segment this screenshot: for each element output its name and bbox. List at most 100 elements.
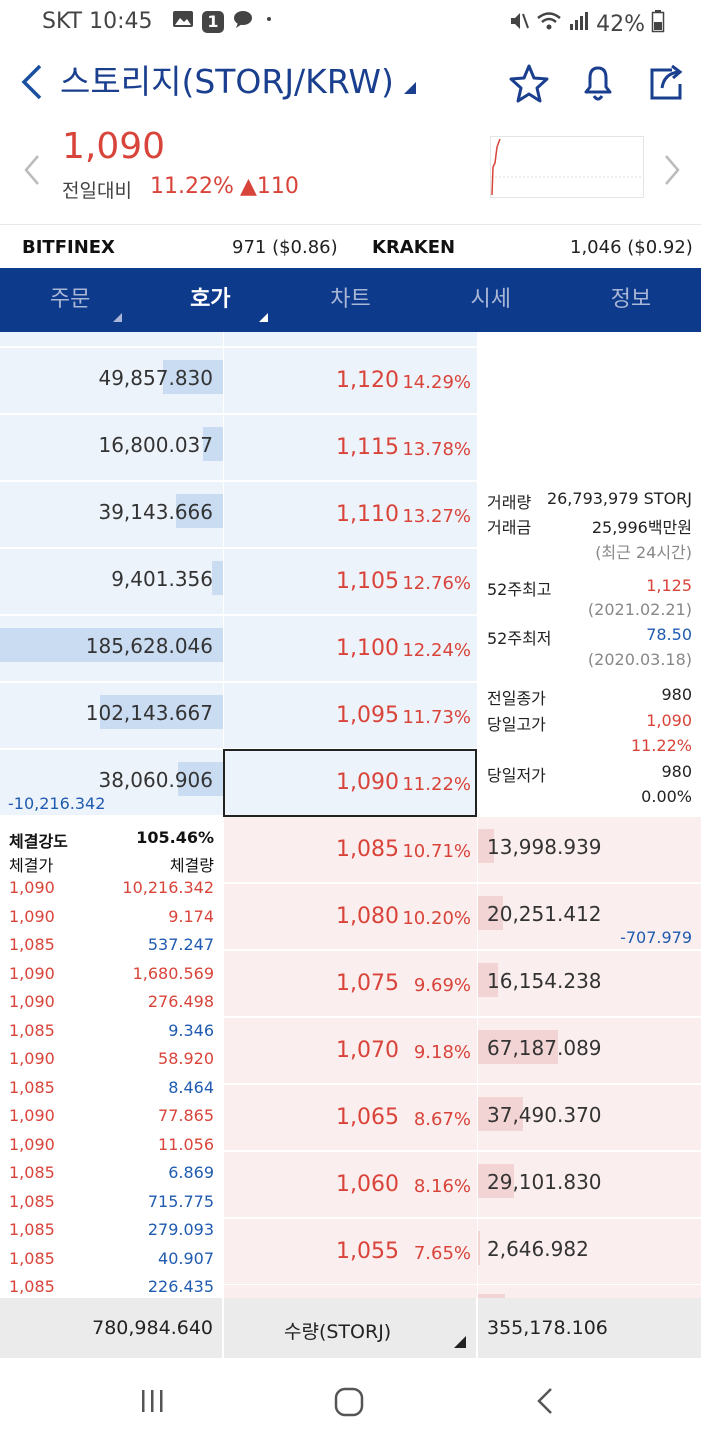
ask-row[interactable]: 16,800.037 1,115 13.78% [0, 414, 701, 481]
ask-volume-bar [100, 695, 223, 729]
trade-price: 1,090 [9, 1134, 55, 1154]
ask-price: 1,115 [336, 435, 399, 460]
foreign-exchange-prices: BITFINEX 971 ($0.86) KRAKEN 1,046 ($0.92… [0, 224, 701, 268]
bid-quantity: 29,101.830 [487, 1170, 602, 1194]
dot-icon [262, 9, 276, 35]
exchange-price: 1,046 ($0.92) [570, 237, 693, 258]
ask-percent: 11.22% [402, 774, 471, 795]
notification-count-badge: 1 [202, 11, 224, 33]
ask-row[interactable]: 49,857.830 1,120 14.29% [0, 347, 701, 414]
bid-price: 1,075 [336, 971, 399, 996]
tab-orderbook[interactable]: 호가 [140, 268, 280, 332]
bid-row[interactable]: 1,055 7.65% 2,646.982 [0, 1218, 701, 1285]
trade-price: 1,085 [9, 1163, 55, 1182]
trade-row: 1,090 77.865 [0, 1104, 223, 1132]
trade-volume: 537.247 [147, 935, 214, 954]
ask-percent: 12.24% [402, 640, 471, 661]
trade-volume: 9.346 [168, 1020, 214, 1040]
trade-volume: 1,680.569 [132, 963, 214, 983]
tab-bar: 주문 호가 차트 시세 정보 [0, 268, 701, 332]
battery-icon [651, 9, 665, 39]
home-icon[interactable] [334, 1387, 364, 1421]
tab-label: 정보 [610, 287, 652, 312]
bid-change-note: -707.979 [620, 928, 692, 947]
bid-quantity: 2,646.982 [487, 1237, 589, 1261]
trade-volume: 77.865 [158, 1106, 214, 1125]
trade-price: 1,090 [9, 992, 55, 1011]
ask-volume-bar [203, 427, 223, 461]
trade-volume: 11.056 [158, 1134, 214, 1154]
bid-row[interactable]: 1,085 10.71% 13,998.939 [0, 816, 701, 883]
trade-row: 1,085 226.435 [0, 1275, 223, 1298]
ask-percent: 13.27% [402, 506, 471, 527]
tab-dropdown-icon [113, 313, 123, 322]
amount-label: 거래금 [487, 518, 532, 537]
ask-row-current[interactable]: 38,060.906 -10,216.342 1,090 11.22% [0, 749, 701, 817]
day-low-label: 당일저가 [487, 766, 546, 785]
bid-row[interactable]: 1,080 10.20% 20,251.412 -707.979 [0, 883, 701, 950]
bid-price: 1,085 [336, 837, 399, 862]
tab-order[interactable]: 주문 [0, 268, 140, 332]
high52-value: 1,125 [646, 576, 692, 595]
trade-volume: 9.174 [168, 906, 214, 926]
trade-row: 1,090 1,680.569 [0, 962, 223, 990]
high52-label: 52주최고 [487, 580, 552, 599]
tab-label: 시세 [470, 287, 511, 312]
trade-row: 1,090 11.056 [0, 1133, 223, 1161]
trade-row: 1,090 58.920 [0, 1047, 223, 1075]
bid-percent: 9.69% [413, 975, 471, 996]
orderbook-totals: 780,984.640 수량(STORJ) 355,178.106 [0, 1298, 701, 1358]
bid-row[interactable]: 1,065 8.67% 37,490.370 [0, 1084, 701, 1151]
share-icon[interactable] [646, 62, 686, 102]
prev-coin-chevron-icon[interactable] [22, 150, 42, 199]
trade-price: 1,090 [9, 1106, 55, 1125]
exchange-name: KRAKEN [372, 237, 456, 258]
trade-price: 1,085 [9, 1191, 55, 1211]
page-title[interactable]: 스토리지(STORJ/KRW) [60, 62, 394, 101]
low52-date: (2020.03.18) [587, 650, 692, 669]
alarm-bell-icon[interactable] [578, 62, 618, 102]
unit-dropdown-icon[interactable] [454, 1336, 466, 1348]
bid-volume-bar [478, 1231, 480, 1265]
day-high-percent: 11.22% [630, 736, 692, 755]
unit-selector[interactable]: 수량(STORJ) [284, 1321, 392, 1343]
ask-price: 1,100 [336, 636, 399, 661]
trade-row: 1,090 9.174 [0, 905, 223, 933]
ask-row[interactable]: 185,628.046 1,100 12.24% [0, 615, 701, 682]
ask-price: 1,095 [336, 703, 399, 728]
ask-row[interactable]: 102,143.667 1,095 11.73% [0, 682, 701, 749]
prev-close-label: 전일종가 [487, 689, 546, 708]
strength-value: 105.46% [136, 828, 214, 847]
title-dropdown-icon[interactable] [404, 82, 416, 94]
trade-price: 1,085 [9, 1248, 55, 1268]
next-coin-chevron-icon[interactable] [662, 150, 682, 199]
tab-chart[interactable]: 차트 [280, 268, 420, 332]
trade-price: 1,085 [9, 1220, 55, 1239]
change-amount: ▲110 [240, 174, 299, 199]
bid-volume-bar [478, 1097, 523, 1131]
volume-value: 26,793,979 STORJ [546, 489, 692, 508]
bid-row[interactable]: 1,075 9.69% 16,154.238 [0, 950, 701, 1017]
bid-row[interactable]: 1,060 8.16% 29,101.830 [0, 1151, 701, 1218]
chat-bubble-icon [232, 9, 254, 35]
back-nav-icon[interactable] [536, 1386, 554, 1420]
low52-value: 78.50 [646, 625, 692, 644]
tab-market-price[interactable]: 시세 [421, 268, 561, 332]
ask-row[interactable]: 39,143.666 1,110 13.27% [0, 481, 701, 548]
trade-volume: 58.920 [158, 1049, 214, 1068]
battery-percent: 42% [596, 11, 645, 37]
bid-row[interactable]: 1,070 9.18% 67,187.089 [0, 1017, 701, 1084]
tab-info[interactable]: 정보 [561, 268, 701, 332]
ask-quantity: 39,143.666 [98, 500, 213, 524]
recent-apps-icon[interactable] [140, 1388, 166, 1418]
mini-price-chart[interactable] [490, 136, 644, 198]
mute-icon [508, 10, 530, 38]
ask-row[interactable]: 9,401.356 1,105 12.76% [0, 548, 701, 615]
orderbook: 49,857.830 1,120 14.29% 16,800.037 1,115 1… [0, 332, 701, 1298]
change-label: 전일대비 [62, 180, 132, 202]
status-time: SKT 10:45 [42, 9, 153, 34]
back-button[interactable] [18, 62, 46, 109]
favorite-star-icon[interactable] [508, 62, 549, 103]
bid-volume-bar [478, 896, 503, 930]
trade-row: 1,085 40.907 [0, 1247, 223, 1275]
